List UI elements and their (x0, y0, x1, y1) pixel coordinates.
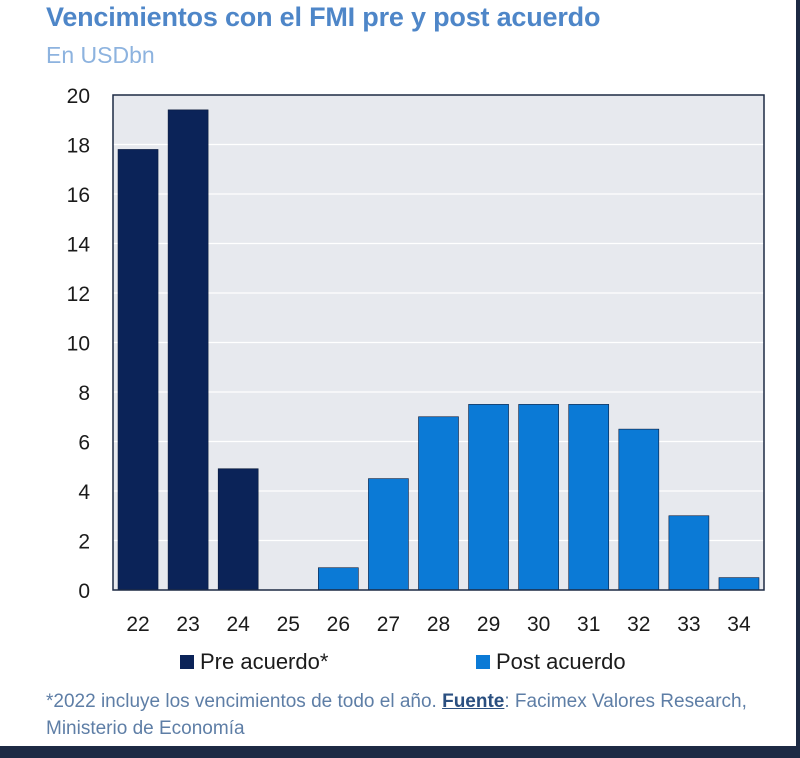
bar-pre-23 (167, 109, 209, 591)
x-tick-label: 23 (176, 613, 199, 636)
legend-item-pre: Pre acuerdo* (180, 648, 328, 676)
bar-post-33 (668, 515, 710, 591)
x-tick-label: 24 (227, 613, 251, 636)
x-tick-label: 30 (527, 613, 550, 636)
footnote-text: *2022 incluye los vencimientos de todo e… (46, 691, 443, 712)
bar-post-30 (518, 404, 559, 591)
x-tick-label: 33 (677, 613, 700, 636)
x-tick-label: 27 (377, 613, 400, 636)
x-tick-label: 31 (577, 613, 600, 636)
x-tick-label: 32 (627, 613, 650, 636)
y-tick-label: 12 (67, 283, 90, 306)
x-tick-label: 34 (727, 613, 751, 636)
footnote-sources: : Facimex Valores Research, Ministerio d… (46, 691, 747, 739)
legend-swatch-post (476, 655, 490, 669)
bar-post-31 (568, 404, 610, 591)
legend-label-post: Post acuerdo (496, 649, 626, 674)
x-tick-label: 26 (327, 613, 350, 636)
footnote: *2022 incluye los vencimientos de todo e… (46, 688, 786, 742)
bar-pre-24 (217, 468, 259, 591)
y-tick-label: 8 (78, 382, 90, 405)
y-tick-label: 10 (67, 333, 90, 356)
y-tick-label: 2 (78, 531, 90, 554)
chart-title: Vencimientos con el FMI pre y post acuer… (46, 2, 601, 32)
bar-post-28 (418, 416, 459, 591)
bar-post-32 (618, 428, 660, 591)
bar-post-34 (718, 577, 760, 591)
plot-border (112, 94, 765, 591)
x-tick-label: 22 (126, 613, 149, 636)
y-tick-label: 20 (67, 85, 90, 108)
bar-post-29 (468, 404, 509, 591)
bar-post-26 (318, 567, 359, 591)
bars (117, 109, 760, 591)
x-tick-label: 25 (277, 613, 300, 636)
legend-item-post: Post acuerdo (476, 648, 626, 676)
y-tick-label: 16 (67, 184, 90, 207)
bar-post-27 (368, 478, 409, 591)
x-axis-ticks: 22 23 24 25 26 27 28 29 30 31 32 33 34 (126, 613, 751, 636)
bar-pre-22 (117, 149, 159, 591)
y-tick-label: 4 (78, 481, 90, 504)
y-tick-label: 14 (67, 234, 91, 257)
legend-label-pre: Pre acuerdo* (200, 649, 329, 674)
x-tick-label: 29 (477, 613, 500, 636)
chart-subtitle: En USDbn (46, 42, 155, 68)
legend-swatch-pre (180, 655, 194, 669)
x-tick-label: 28 (427, 613, 450, 636)
y-tick-label: 18 (67, 135, 90, 158)
source-link[interactable]: Fuente (442, 691, 505, 712)
y-axis-ticks: 0 2 4 6 8 10 12 14 16 18 20 (67, 85, 91, 603)
y-tick-label: 0 (78, 580, 90, 603)
y-tick-label: 6 (78, 432, 90, 455)
